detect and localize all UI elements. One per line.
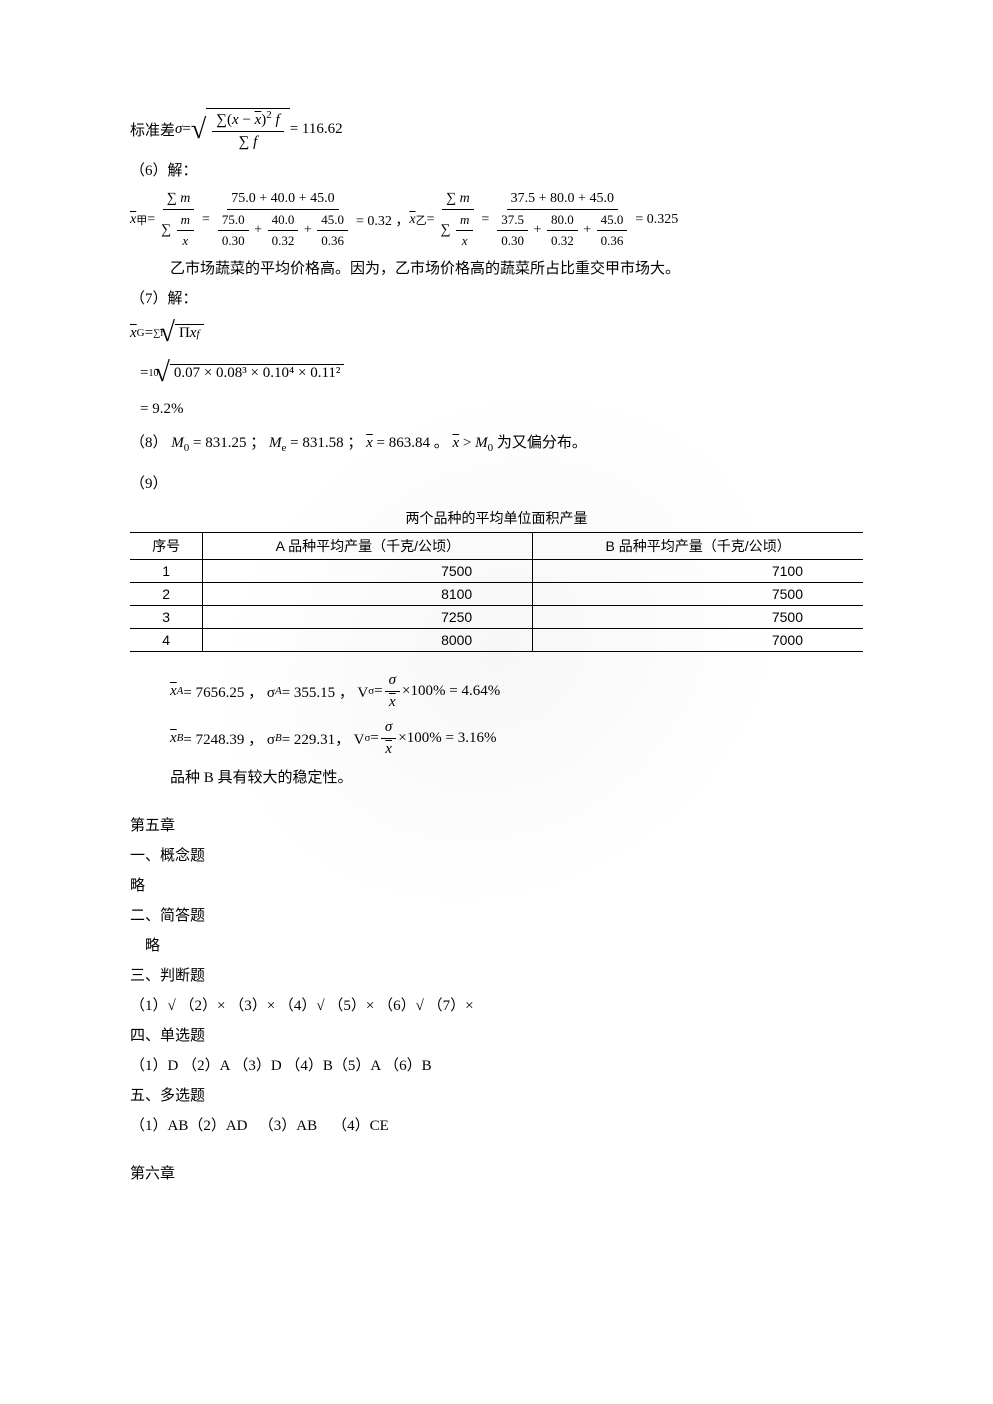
sqrt-icon: √ [154, 359, 169, 387]
ch5-s4: 四、单选题 [130, 1024, 863, 1048]
content-area: 标准差 σ = √ ∑(x − x)2 f ∑ f = 116.62 （6）解：… [130, 108, 863, 1186]
sigma-num: ∑(x − x)2 f [212, 109, 283, 132]
p8-line: （8） M0 = 831.25 ； Me = 831.58 ； x = 863.… [130, 431, 863, 458]
ch5-s3: 三、判断题 [130, 964, 863, 988]
sqrt-icon: √ [160, 319, 175, 347]
p6-label: （6）解： [130, 159, 863, 183]
document-page: 标准差 σ = √ ∑(x − x)2 f ∑ f = 116.62 （6）解：… [0, 0, 993, 1404]
ch5-s5: 五、多选题 [130, 1084, 863, 1108]
ch5-s2a: 略 [130, 934, 863, 958]
xg-line2: = 10 √ 0.07 × 0.08³ × 0.10⁴ × 0.11² [130, 359, 863, 387]
p9-label: （9） [130, 472, 863, 496]
col-header: B 品种平均产量（千克/公顷） [533, 532, 863, 559]
ch5-title: 第五章 [130, 814, 863, 838]
xg-body: Πxf [175, 324, 204, 342]
sum-m-top: ∑ m [163, 191, 195, 210]
ch6-title: 第六章 [130, 1162, 863, 1186]
stats-a: xA = 7656.25 ， σA = 355.15 ， Vσ = σx ×10… [130, 672, 863, 711]
sigma-label: 标准差 [130, 119, 175, 140]
stability-note: 品种 B 具有较大的稳定性。 [130, 766, 863, 790]
xjia-xyi-formula: x甲 = ∑ m ∑ mx = 75.0 + 40.0 + 45.0 75.00… [130, 191, 863, 249]
p7-label: （7）解： [130, 287, 863, 311]
xg-line1: xG = ∑f √ Πxf [130, 319, 863, 347]
table-caption: 两个品种的平均单位面积产量 [130, 508, 863, 528]
table-row: 175007100 [130, 559, 863, 582]
ch5-s2: 二、简答题 [130, 904, 863, 928]
table-header-row: 序号 A 品种平均产量（千克/公顷） B 品种平均产量（千克/公顷） [130, 532, 863, 559]
market-note: 乙市场蔬菜的平均价格高。因为，乙市场价格高的蔬菜所占比重交甲市场大。 [130, 257, 863, 281]
xyi-den: 37.50.30 + 80.00.32 + 45.00.36 [491, 210, 633, 249]
yield-table: 序号 A 品种平均产量（千克/公顷） B 品种平均产量（千克/公顷） 17500… [130, 532, 863, 652]
ch5-s1: 一、概念题 [130, 844, 863, 868]
table-row: 372507500 [130, 605, 863, 628]
ch5-judge: （1）√ （2）× （3）× （4）√ （5）× （6）√ （7）× [130, 994, 863, 1018]
col-header: A 品种平均产量（千克/公顷） [203, 532, 533, 559]
xjia-den: 75.00.30 + 40.00.32 + 45.00.36 [212, 210, 354, 249]
sigma-formula: 标准差 σ = √ ∑(x − x)2 f ∑ f = 116.62 [130, 108, 863, 151]
table-row: 281007500 [130, 582, 863, 605]
xg-line3: = 9.2% [130, 397, 863, 421]
sqrt-icon: √ [191, 116, 206, 144]
ch5-s1a: 略 [130, 874, 863, 898]
table-row: 480007000 [130, 628, 863, 651]
sigma-result: = 116.62 [290, 121, 343, 138]
ch5-multi: （1）AB（2）AD （3）AB （4）CE [130, 1114, 863, 1138]
sigma-den: ∑ f [235, 132, 262, 151]
stats-b: xB = 7248.39 ， σB = 229.31， Vσ = σx ×100… [130, 719, 863, 758]
ch5-single: （1）D （2）A （3）D （4）B（5）A （6）B [130, 1054, 863, 1078]
xg-line2-body: 0.07 × 0.08³ × 0.10⁴ × 0.11² [170, 364, 345, 382]
col-header: 序号 [130, 532, 203, 559]
sum-m-over-x: ∑ mx [157, 210, 200, 249]
